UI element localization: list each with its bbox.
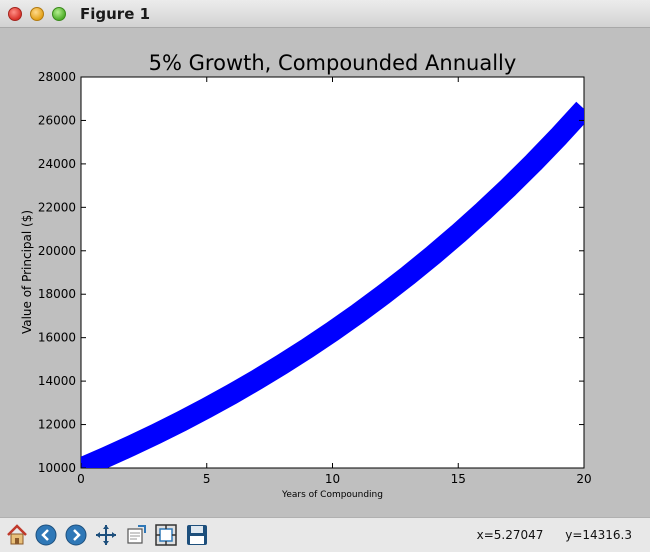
data-point [306,347,308,349]
data-point [155,433,157,435]
zoom-button[interactable] [123,522,149,548]
data-point [382,294,384,296]
y-tick-label: 26000 [38,113,76,127]
y-tick-label: 28000 [38,70,76,84]
y-tick-label: 10000 [38,461,76,475]
data-point [432,254,434,256]
axes-background [80,76,585,469]
title-bar: Figure 1 [0,0,650,28]
data-point [407,275,409,277]
pan-button[interactable] [93,522,119,548]
x-tick-label: 15 [451,472,466,486]
home-button[interactable] [4,522,30,548]
y-tick-label: 12000 [38,418,76,432]
figure-canvas[interactable]: 5% Growth, Compounded Annually Years of … [5,33,645,514]
data-point [105,456,107,458]
back-button[interactable] [33,522,59,548]
pan-icon [96,525,116,545]
home-icon [7,524,27,545]
subplots-button[interactable] [153,522,179,548]
x-tick-label: 0 [77,472,85,486]
window-title: Figure 1 [80,5,151,23]
x-tick-label: 20 [576,472,591,486]
data-point [457,233,459,235]
data-point [256,379,258,381]
y-tick-label: 22000 [38,200,76,214]
data-point [583,108,584,110]
y-tick-label: 16000 [38,331,76,345]
y-tick-label: 20000 [38,244,76,258]
y-tick-label: 18000 [38,287,76,301]
x-tick-label: 10 [325,472,340,486]
data-point [508,186,510,188]
data-point [482,210,484,212]
subplots-icon [155,524,177,546]
zoom-icon [127,525,146,544]
data-point [181,420,183,422]
data-point [206,407,208,409]
maximize-window-button[interactable] [52,7,66,21]
close-window-button[interactable] [8,7,22,21]
minimize-window-button[interactable] [30,7,44,21]
y-tick-label: 24000 [38,157,76,171]
forward-arrow-icon [65,524,87,546]
data-point [533,161,535,163]
data-point [130,445,132,447]
y-tick-label: 14000 [38,374,76,388]
data-point [281,363,283,365]
forward-button[interactable] [63,522,89,548]
data-point [357,313,359,315]
chart-title: 5% Growth, Compounded Annually [149,51,517,75]
cursor-coordinates: x=5.27047 y=14316.3 [459,528,632,542]
x-tick-label: 5 [203,472,211,486]
x-axis-label: Years of Compounding [281,490,383,500]
y-axis-label: Value of Principal ($) [20,210,34,334]
data-point [332,330,333,332]
back-arrow-icon [35,524,57,546]
y-coordinate-readout: y=14316.3 [565,528,632,542]
save-button[interactable] [184,522,210,548]
save-icon [187,525,207,545]
x-coordinate-readout: x=5.27047 [476,528,544,542]
data-point [231,393,233,395]
data-point [558,135,560,137]
toolbar: x=5.27047 y=14316.3 [0,517,650,552]
chart-svg: 5% Growth, Compounded Annually Years of … [20,51,592,500]
